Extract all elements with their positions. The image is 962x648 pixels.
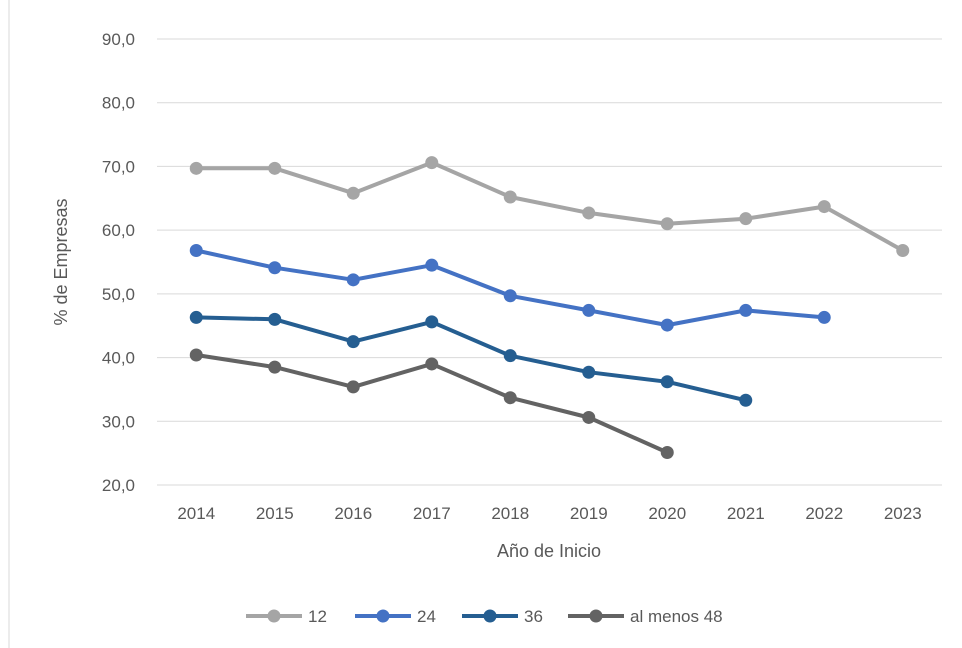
- data-point: [346, 335, 360, 349]
- data-point: [582, 206, 596, 220]
- y-tick-label: 50,0: [102, 285, 135, 304]
- data-point: [425, 357, 439, 371]
- y-axis-title: % de Empresas: [51, 198, 71, 325]
- data-point: [425, 156, 439, 170]
- y-tick-label: 20,0: [102, 476, 135, 495]
- data-point: [817, 200, 831, 214]
- legend-marker: [483, 609, 497, 623]
- y-axis-ticks: 20,0 30,0 40,0 50,0 60,0 70,0 80,0 90,0: [102, 30, 135, 495]
- data-point: [503, 349, 517, 363]
- data-point: [582, 365, 596, 379]
- data-point: [739, 393, 753, 407]
- series-al-menos-48: [189, 348, 674, 460]
- data-point: [346, 273, 360, 287]
- series-line: [194, 315, 748, 403]
- series-24: [189, 244, 831, 332]
- data-point: [660, 217, 674, 231]
- series-line: [194, 160, 905, 253]
- legend: 12 24 36 al menos 48: [246, 607, 723, 626]
- data-point: [896, 244, 910, 258]
- series-36: [189, 310, 753, 407]
- data-point: [582, 303, 596, 317]
- legend-marker: [589, 609, 603, 623]
- legend-item: 36: [462, 607, 543, 626]
- x-tick-label: 2014: [177, 504, 215, 523]
- x-tick-label: 2017: [413, 504, 451, 523]
- data-point: [189, 310, 203, 324]
- data-point: [346, 186, 360, 200]
- gridlines: [157, 38, 942, 486]
- legend-marker: [267, 609, 281, 623]
- legend-item: al menos 48: [568, 607, 723, 626]
- data-point: [268, 312, 282, 326]
- data-point: [189, 244, 203, 258]
- legend-item: 24: [355, 607, 436, 626]
- series-lines: [189, 156, 910, 460]
- x-tick-label: 2018: [491, 504, 529, 523]
- data-point: [660, 446, 674, 460]
- y-tick-label: 60,0: [102, 221, 135, 240]
- data-point: [268, 261, 282, 275]
- y-tick-label: 80,0: [102, 94, 135, 113]
- x-tick-label: 2022: [805, 504, 843, 523]
- x-tick-label: 2019: [570, 504, 608, 523]
- data-point: [582, 410, 596, 424]
- legend-label: 24: [417, 607, 436, 626]
- data-point: [817, 310, 831, 324]
- data-point: [739, 212, 753, 226]
- data-point: [346, 380, 360, 394]
- data-point: [268, 360, 282, 374]
- data-point: [503, 289, 517, 303]
- data-point: [660, 318, 674, 332]
- data-point: [425, 315, 439, 329]
- x-tick-label: 2023: [884, 504, 922, 523]
- legend-item: 12: [246, 607, 327, 626]
- data-point: [425, 258, 439, 272]
- data-point: [503, 391, 517, 405]
- x-tick-label: 2016: [334, 504, 372, 523]
- legend-label: 12: [308, 607, 327, 626]
- x-axis-ticks: 2014 2015 2016 2017 2018 2019 2020 2021 2022 2023: [177, 504, 921, 523]
- y-tick-label: 40,0: [102, 349, 135, 368]
- y-tick-label: 30,0: [102, 412, 135, 431]
- series-12: [189, 156, 910, 258]
- series-line: [194, 248, 827, 328]
- data-point: [268, 161, 282, 175]
- data-point: [189, 161, 203, 175]
- data-point: [739, 303, 753, 317]
- x-tick-label: 2021: [727, 504, 765, 523]
- data-point: [189, 348, 203, 362]
- legend-marker: [376, 609, 390, 623]
- y-tick-label: 90,0: [102, 30, 135, 49]
- legend-label: 36: [524, 607, 543, 626]
- x-tick-label: 2015: [256, 504, 294, 523]
- y-tick-label: 70,0: [102, 157, 135, 176]
- legend-label: al menos 48: [630, 607, 723, 626]
- data-point: [660, 375, 674, 389]
- x-tick-label: 2020: [648, 504, 686, 523]
- data-point: [503, 190, 517, 204]
- x-axis-title: Año de Inicio: [497, 541, 601, 561]
